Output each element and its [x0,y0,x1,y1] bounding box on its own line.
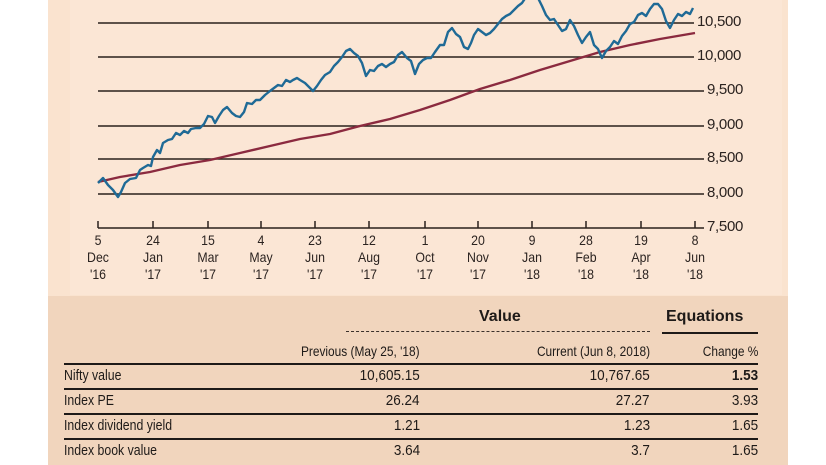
x-tick-label: 19 Apr '18 [631,232,651,282]
x-tick-label: 5 Dec '16 [87,232,109,282]
x-tick-label: 24 Jan '17 [143,232,163,282]
dma-line [97,31,696,184]
y-tick-label: 10,000 [697,47,742,64]
y-tick-label: 7,500 [707,218,744,235]
x-tick-label: 8 Jun '18 [685,232,705,282]
current-value: 1.23 [623,417,650,434]
value-group-header: Value [479,308,521,325]
table-area [48,296,788,465]
equations-group-header: Equations [666,308,744,325]
column-header-change: Change % [702,343,758,359]
row-label: Index book value [64,442,158,459]
change-value: 1.53 [731,367,758,384]
equations-header-underline [662,332,758,334]
column-header-current: Current (Jun 8, 2018) [536,343,650,359]
row-label: Index PE [64,392,114,409]
table-row: Nifty value 10,605.15 10,767.65 1.53 [64,366,758,387]
x-tick-label: 1 Oct '17 [415,232,435,282]
y-tick-label: 9,000 [707,116,744,133]
row-divider [64,413,758,415]
row-label: Nifty value [64,367,122,384]
header-rule [64,363,758,365]
current-value: 27.27 [616,392,650,409]
column-header-previous: Previous (May 25, '18) [301,343,420,359]
row-divider [64,438,758,440]
x-tick-label: 20 Nov '17 [467,232,489,282]
chart-area [70,0,782,295]
previous-value: 1.21 [393,417,420,434]
current-value: 10,767.65 [589,367,650,384]
current-value: 3.7 [631,442,650,459]
nifty-line [97,0,695,199]
x-tick-label: 28 Feb '18 [575,232,597,282]
table-row: Index book value 3.64 3.7 1.65 [64,441,758,462]
x-tick-label: 12 Aug '17 [358,232,380,282]
x-tick-label: 15 Mar '17 [197,232,219,282]
row-label: Index dividend yield [64,417,173,434]
row-divider [64,388,758,390]
table-row: Index dividend yield 1.21 1.23 1.65 [64,416,758,437]
change-value: 1.65 [731,417,758,434]
table-row: Index PE 26.24 27.27 3.93 [64,391,758,412]
value-header-underline [346,331,650,332]
change-value: 3.93 [731,392,758,409]
nifty-line-chart [97,0,704,229]
y-tick-label: 10,500 [697,13,742,30]
previous-value: 10,605.15 [359,367,420,384]
y-tick-label: 9,500 [707,81,744,98]
x-tick-label: 4 May '17 [249,232,273,282]
x-tick-label: 23 Jun '17 [305,232,325,282]
y-tick-label: 8,500 [707,149,744,166]
x-tick-label: 9 Jan '18 [522,232,542,282]
change-value: 1.65 [731,442,758,459]
previous-value: 3.64 [393,442,420,459]
y-tick-label: 8,000 [707,184,744,201]
previous-value: 26.24 [386,392,420,409]
